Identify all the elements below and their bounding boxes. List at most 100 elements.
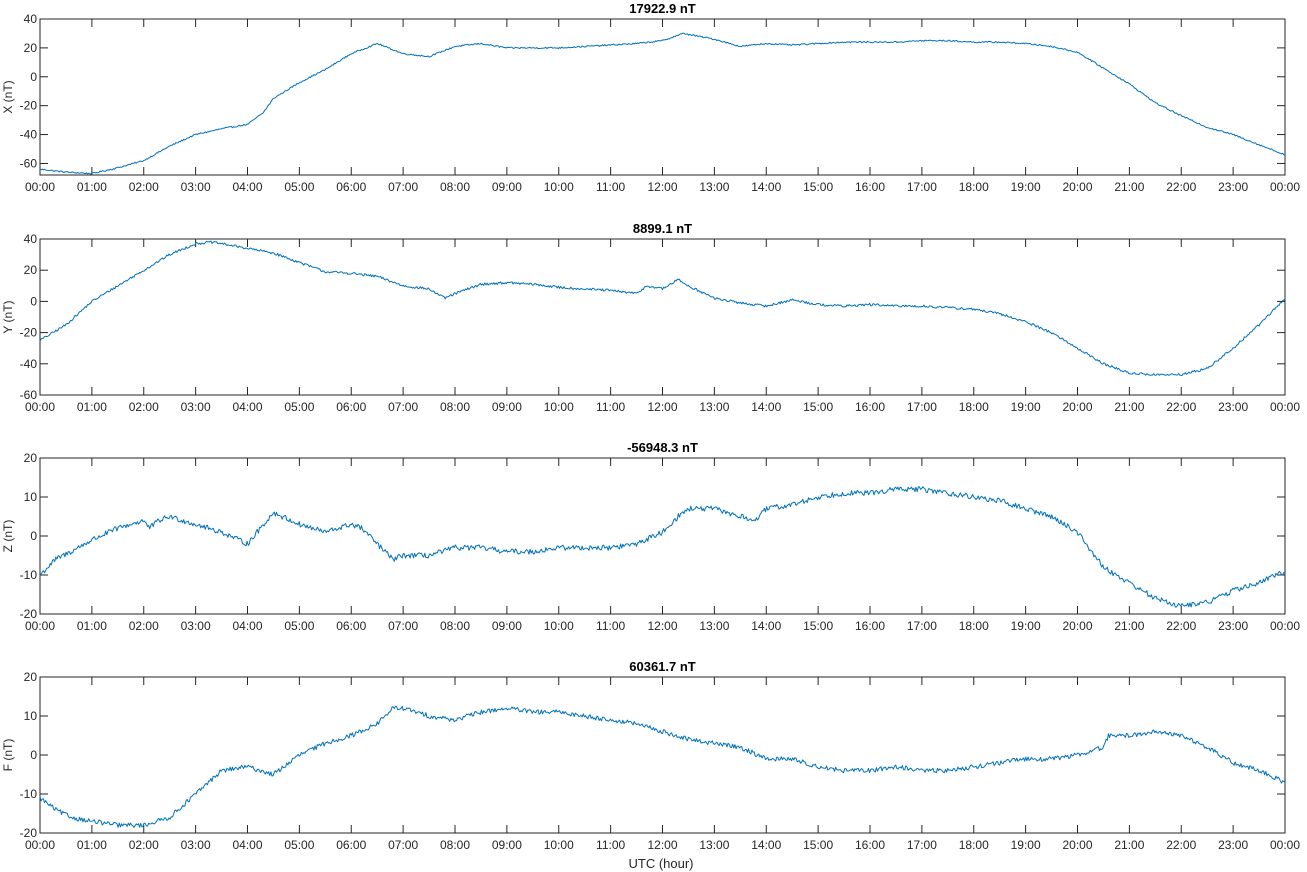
- plot-area: [39, 457, 1286, 615]
- x-tick-label: 14:00: [751, 838, 781, 852]
- x-tick-label: 01:00: [77, 400, 107, 414]
- x-tick-label: 03:00: [181, 619, 211, 633]
- x-tick-label: 21:00: [1114, 838, 1144, 852]
- x-tick-label: 21:00: [1114, 619, 1144, 633]
- x-tick-label: 15:00: [803, 400, 833, 414]
- x-tick-label: 08:00: [440, 838, 470, 852]
- x-tick-label: 17:00: [907, 838, 937, 852]
- y-tick-label: 40: [24, 232, 38, 246]
- x-tick-label: 23:00: [1218, 180, 1248, 194]
- x-tick-label: 11:00: [596, 838, 625, 852]
- x-tick-label: 14:00: [751, 400, 781, 414]
- plot-area: [39, 676, 1286, 834]
- x-tick-label: 17:00: [907, 619, 937, 633]
- x-tick-label: 05:00: [284, 180, 314, 194]
- x-tick-label: 19:00: [1011, 838, 1041, 852]
- x-tick-label: 02:00: [129, 400, 159, 414]
- series-line: [39, 705, 1286, 828]
- x-tick-label: 15:00: [803, 619, 833, 633]
- x-tick-label: 00:00: [1270, 180, 1300, 194]
- x-tick-label: 16:00: [855, 180, 885, 194]
- plot-area: [39, 18, 1286, 176]
- x-tick-label: 23:00: [1218, 619, 1248, 633]
- x-tick-label: 14:00: [751, 619, 781, 633]
- x-tick-label: 13:00: [699, 619, 729, 633]
- x-tick-label: 14:00: [751, 180, 781, 194]
- x-tick-label: 18:00: [959, 619, 989, 633]
- x-tick-label: 00:00: [1270, 400, 1300, 414]
- x-tick-label: 19:00: [1011, 400, 1041, 414]
- panel-title: -56948.3 nT: [627, 440, 698, 455]
- x-tick-label: 00:00: [25, 400, 55, 414]
- series-line: [39, 32, 1286, 175]
- y-tick-label: -20: [20, 826, 38, 840]
- x-tick-label: 20:00: [1062, 838, 1092, 852]
- y-axis-label: Z (nT): [1, 520, 15, 553]
- x-tick-label: 10:00: [544, 180, 574, 194]
- x-tick-label: 23:00: [1218, 838, 1248, 852]
- x-tick-label: 01:00: [77, 838, 107, 852]
- x-axis-label: UTC (hour): [628, 856, 693, 871]
- x-tick-label: 01:00: [77, 619, 107, 633]
- x-tick-label: 09:00: [492, 180, 522, 194]
- x-tick-label: 21:00: [1114, 400, 1144, 414]
- x-tick-label: 07:00: [388, 838, 418, 852]
- x-tick-label: 22:00: [1166, 838, 1196, 852]
- x-tick-label: 22:00: [1166, 400, 1196, 414]
- y-axis-label: Y (nT): [1, 300, 15, 333]
- panel-title: 17922.9 nT: [629, 1, 696, 16]
- x-tick-label: 10:00: [544, 838, 574, 852]
- x-tick-label: 02:00: [129, 180, 159, 194]
- panel-z: -56948.3 nT Z (nT) -20 -10 0 10 20 00:00 01:00 02…: [1, 440, 1300, 633]
- x-tick-label: 03:00: [181, 180, 211, 194]
- x-tick-label: 13:00: [699, 838, 729, 852]
- x-tick-label: 12:00: [647, 400, 677, 414]
- y-tick-label: 20: [24, 670, 38, 684]
- x-tick-label: 16:00: [855, 619, 885, 633]
- panel-f: 60361.7 nT F (nT) -20 -10 0 10 20 00:00 01:00 02:…: [1, 659, 1300, 852]
- x-tick-label: 07:00: [388, 619, 418, 633]
- x-tick-label: 05:00: [284, 619, 314, 633]
- x-tick-label: 10:00: [544, 619, 574, 633]
- x-tick-label: 12:00: [647, 619, 677, 633]
- y-axis-label: F (nT): [1, 739, 15, 772]
- y-tick-label: 10: [24, 709, 38, 723]
- x-tick-label: 04:00: [232, 400, 262, 414]
- x-tick-label: 18:00: [959, 180, 989, 194]
- series-line: [39, 240, 1286, 377]
- x-tick-label: 08:00: [440, 619, 470, 633]
- y-tick-label: -20: [20, 326, 38, 340]
- y-tick-label: 20: [24, 263, 38, 277]
- x-tick-label: 07:00: [388, 180, 418, 194]
- x-tick-label: 00:00: [1270, 838, 1300, 852]
- x-tick-label: 11:00: [596, 619, 625, 633]
- x-tick-label: 05:00: [284, 400, 314, 414]
- chart-panels: 17922.9 nT X (nT) -60 -40 -20 0 20 40 00:00 01:00…: [1, 1, 1300, 852]
- y-tick-label: -40: [20, 128, 38, 142]
- y-tick-label: 0: [30, 294, 37, 308]
- x-tick-label: 03:00: [181, 400, 211, 414]
- x-tick-label: 08:00: [440, 180, 470, 194]
- y-tick-label: 10: [24, 490, 38, 504]
- y-tick-label: -20: [20, 607, 38, 621]
- x-tick-label: 17:00: [907, 400, 937, 414]
- x-tick-label: 06:00: [336, 180, 366, 194]
- x-tick-label: 01:00: [77, 180, 107, 194]
- y-tick-label: 40: [24, 12, 38, 26]
- x-tick-label: 08:00: [440, 400, 470, 414]
- x-tick-label: 18:00: [959, 838, 989, 852]
- x-tick-label: 19:00: [1011, 619, 1041, 633]
- x-tick-label: 00:00: [25, 838, 55, 852]
- x-tick-label: 02:00: [129, 838, 159, 852]
- y-tick-label: 0: [30, 529, 37, 543]
- x-tick-label: 09:00: [492, 838, 522, 852]
- x-tick-label: 04:00: [232, 619, 262, 633]
- plot-area: [39, 238, 1286, 396]
- y-tick-label: -40: [20, 357, 38, 371]
- x-tick-label: 02:00: [129, 619, 159, 633]
- y-axis-label: X (nT): [1, 80, 15, 113]
- x-tick-label: 17:00: [907, 180, 937, 194]
- x-tick-label: 13:00: [699, 180, 729, 194]
- x-tick-label: 06:00: [336, 619, 366, 633]
